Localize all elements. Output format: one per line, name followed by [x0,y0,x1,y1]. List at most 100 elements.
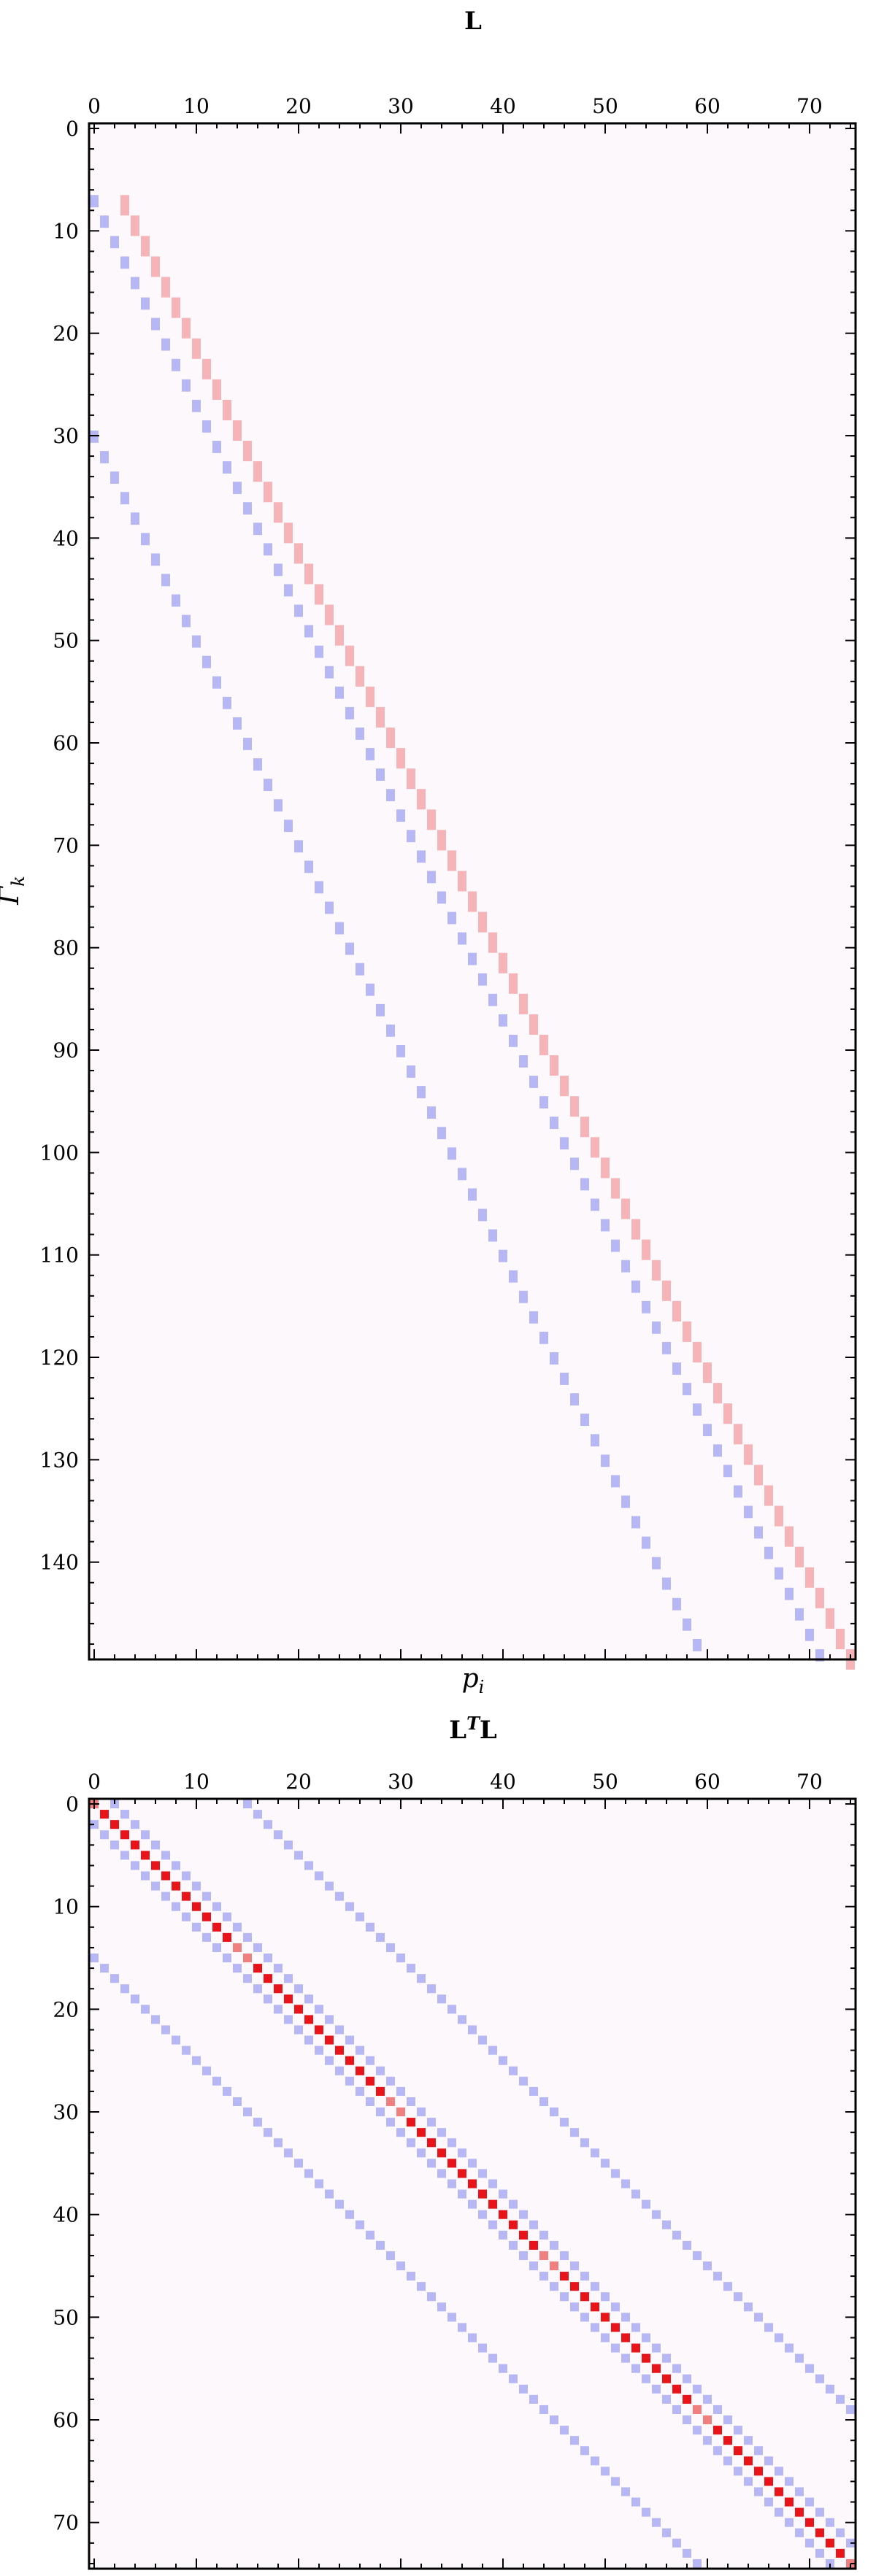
matrix-cell [223,1954,231,1963]
matrix-cell [560,2292,569,2302]
matrix-cell [386,789,395,802]
matrix-cell [325,2015,334,2024]
matrix-cell [631,2189,640,2199]
matrix-cell [151,1861,160,1870]
x-tick-label: 10 [183,94,210,118]
matrix-cell [580,1117,589,1138]
matrix-cell [223,2086,231,2096]
matrix-cell [182,317,191,339]
matrix-cell [335,922,344,935]
matrix-cell [539,1331,548,1344]
matrix-cell [202,1891,211,1901]
matrix-cell [672,2384,681,2394]
matrix-cell [325,2189,334,2199]
matrix-cell [315,2045,323,2055]
matrix-cell [560,1373,569,1385]
y-tick-label: 140 [40,1551,79,1575]
matrix-cell [356,963,364,976]
matrix-cell [529,2086,538,2096]
matrix-cell [519,2210,528,2219]
matrix-cell [304,625,313,638]
y-tick-label: 0 [66,117,79,141]
matrix-cell [509,2374,518,2383]
matrix-cell [284,820,293,833]
matrix-cell [304,1861,313,1870]
matrix-cell [366,748,374,760]
matrix-cell [488,1229,497,1242]
matrix-cell [468,2199,477,2209]
matrix-cell [529,1076,538,1088]
matrix-cell [172,297,180,318]
matrix-cell [110,1800,119,1809]
matrix-cell [253,1984,262,1994]
matrix-cell [662,1280,671,1301]
matrix-cell [672,1597,681,1611]
matrix-cell [294,2159,303,2168]
matrix-cell [90,195,99,208]
matrix-cell [693,2405,702,2414]
matrix-cell [611,2343,620,2353]
matrix-cell [683,2415,691,2425]
matrix-cell [223,1932,231,1942]
matrix-cell [202,1912,211,1921]
matrix-cell [775,2333,783,2342]
matrix-cell [212,1902,221,1911]
matrix-cell [754,2487,763,2496]
x-tick-label: 40 [490,1770,516,1794]
matrix-cell [621,2333,630,2342]
matrix-cell [172,1902,180,1911]
matrix-cell [396,2261,405,2271]
matrix-cell [652,1260,661,1281]
matrix-cell [335,2025,344,2035]
matrix-cell [417,1974,426,1983]
y-tick-label: 110 [40,1243,79,1268]
matrix-cell [437,2128,446,2137]
matrix-cell [601,2333,610,2342]
matrix-cell [304,1994,313,2004]
matrix-cells [90,195,855,1670]
matrix-cell [345,2210,354,2219]
matrix-cell [366,2076,374,2086]
matrix-cell [785,2477,794,2486]
matrix-cell [631,1516,640,1529]
matrix-cell [683,2240,691,2250]
matrix-cell [304,2015,313,2024]
matrix-cell [407,1964,415,1973]
matrix-cell [652,2384,661,2394]
matrix-cell [683,2548,691,2558]
matrix-cell [264,2128,272,2137]
matrix-cell [243,738,252,750]
matrix-cell [478,2189,487,2199]
matrix-cell [478,2169,487,2178]
matrix-cell [631,1280,640,1293]
y-tick-label: 60 [53,2408,79,2432]
matrix-cell [815,2528,824,2537]
matrix-cell [539,1096,548,1109]
matrix-cell [611,2323,620,2332]
matrix-cell [223,1912,231,1921]
matrix-cell [754,2467,763,2476]
y-tick-label: 30 [53,2100,79,2124]
matrix-cell [386,2097,395,2106]
matrix-cell [734,1424,742,1445]
matrix-cell [427,809,436,830]
matrix-cell [376,1932,385,1942]
matrix-cell [601,2159,610,2168]
matrix-cell [366,2056,374,2065]
matrix-cell [836,2528,845,2537]
matrix-cell [192,1922,201,1932]
matrix-cell [775,2467,783,2476]
matrix-cell [212,2076,221,2086]
chart-LTL: LTL 0 10 20 30 40 50 60 70 0 10 20 30 40 50 60 70 [53,1713,857,2570]
chart-title: LTL [449,1713,497,1745]
matrix-cell [315,1871,323,1881]
matrix-cell [631,2323,640,2332]
matrix-cell [182,1912,191,1921]
matrix-cell [315,584,323,605]
matrix-cell [253,2118,262,2127]
axis-ticks: 0 10 20 30 40 50 60 70 0 10 20 30 40 50 60 70 80 90 100 110… [40,94,856,1659]
matrix-cell [488,932,497,953]
x-tick-label: 50 [592,1770,618,1794]
matrix-cell [611,2477,620,2486]
matrix-cell [141,1871,150,1881]
